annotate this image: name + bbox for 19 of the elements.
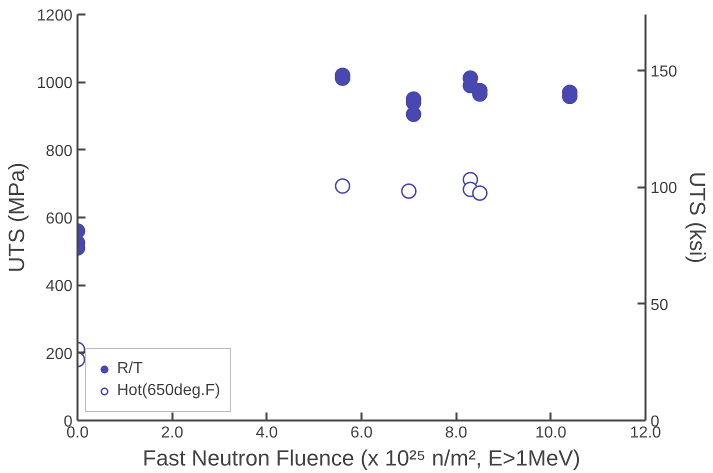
y-tick-label: 1200 bbox=[36, 8, 73, 24]
y-axis-title: UTS (MPa) bbox=[4, 162, 29, 272]
y2-tick-label: 150 bbox=[650, 64, 678, 80]
y-tick-label: 800 bbox=[46, 142, 73, 160]
y2-tick-label: 100 bbox=[650, 180, 678, 198]
x-tick-label: 10.0 bbox=[535, 424, 567, 442]
x-tick-label: 6.0 bbox=[350, 424, 373, 442]
y-tick-label: 200 bbox=[46, 346, 73, 363]
y-tick-label: 1000 bbox=[36, 75, 73, 92]
x-axis-title: Fast Neutron Fluence (x 10²⁵ n/m², E>1MeV) bbox=[142, 446, 580, 470]
y-tick-label: 400 bbox=[46, 278, 73, 296]
y2-tick-label: 50 bbox=[650, 296, 668, 314]
legend-label: Hot(650deg.F) bbox=[117, 382, 220, 400]
x-tick-label: 8.0 bbox=[445, 424, 468, 442]
x-tick-label: 2.0 bbox=[161, 424, 184, 442]
y2-axis-title: UTS (ksi) bbox=[685, 172, 710, 264]
legend-label: R/T bbox=[117, 360, 143, 378]
y-tick-label: 600 bbox=[46, 210, 73, 228]
x-tick-label: 4.0 bbox=[256, 424, 278, 442]
